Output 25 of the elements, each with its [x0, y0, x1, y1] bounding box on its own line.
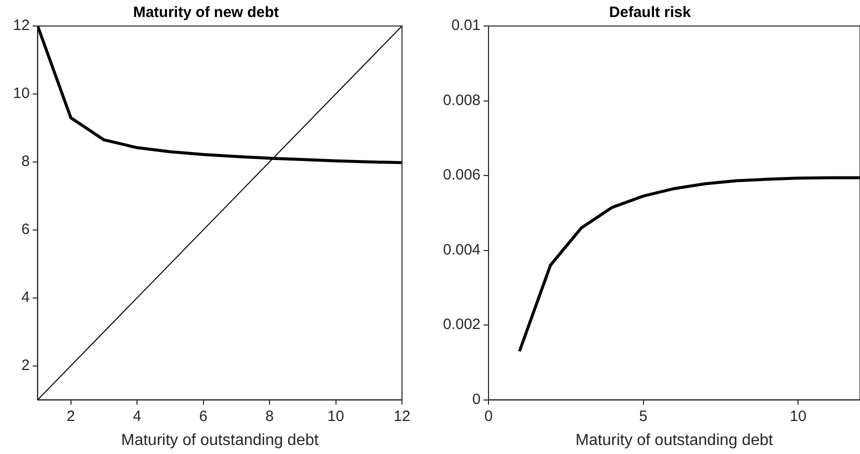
y-tick-label: 4	[21, 288, 30, 306]
y-tick-label: 6	[21, 221, 30, 238]
x-tick-label: 12	[394, 408, 410, 425]
x-tick-label: 8	[265, 408, 274, 425]
x-tick-label: 4	[132, 408, 142, 425]
y-tick-label: 0.01	[451, 17, 481, 34]
x-axis-title: Maturity of outstanding debt	[576, 432, 774, 449]
x-tick-label: 10	[790, 408, 806, 425]
x-axis-title: Maturity of outstanding debt	[121, 432, 320, 449]
y-tick-label: 2	[21, 356, 30, 374]
x-tick-label: 0	[484, 408, 493, 425]
y-tick-label: 0.004	[442, 241, 481, 258]
chart-title: Maturity of new debt	[133, 4, 279, 22]
x-tick-label: 2	[66, 408, 75, 425]
x-tick-label: 6	[199, 408, 208, 425]
y-tick-label: 0.008	[442, 92, 481, 109]
x-tick-label: 10	[327, 408, 344, 425]
x-tick-label: 5	[639, 408, 648, 425]
chart-title: Default risk	[609, 4, 692, 22]
y-tick-label: 0.002	[442, 316, 481, 334]
y-tick-label: 0	[472, 390, 481, 408]
y-tick-label: 12	[12, 17, 30, 34]
y-tick-label: 10	[12, 85, 30, 102]
y-tick-label: 0.006	[442, 166, 481, 184]
y-tick-label: 8	[21, 153, 30, 170]
